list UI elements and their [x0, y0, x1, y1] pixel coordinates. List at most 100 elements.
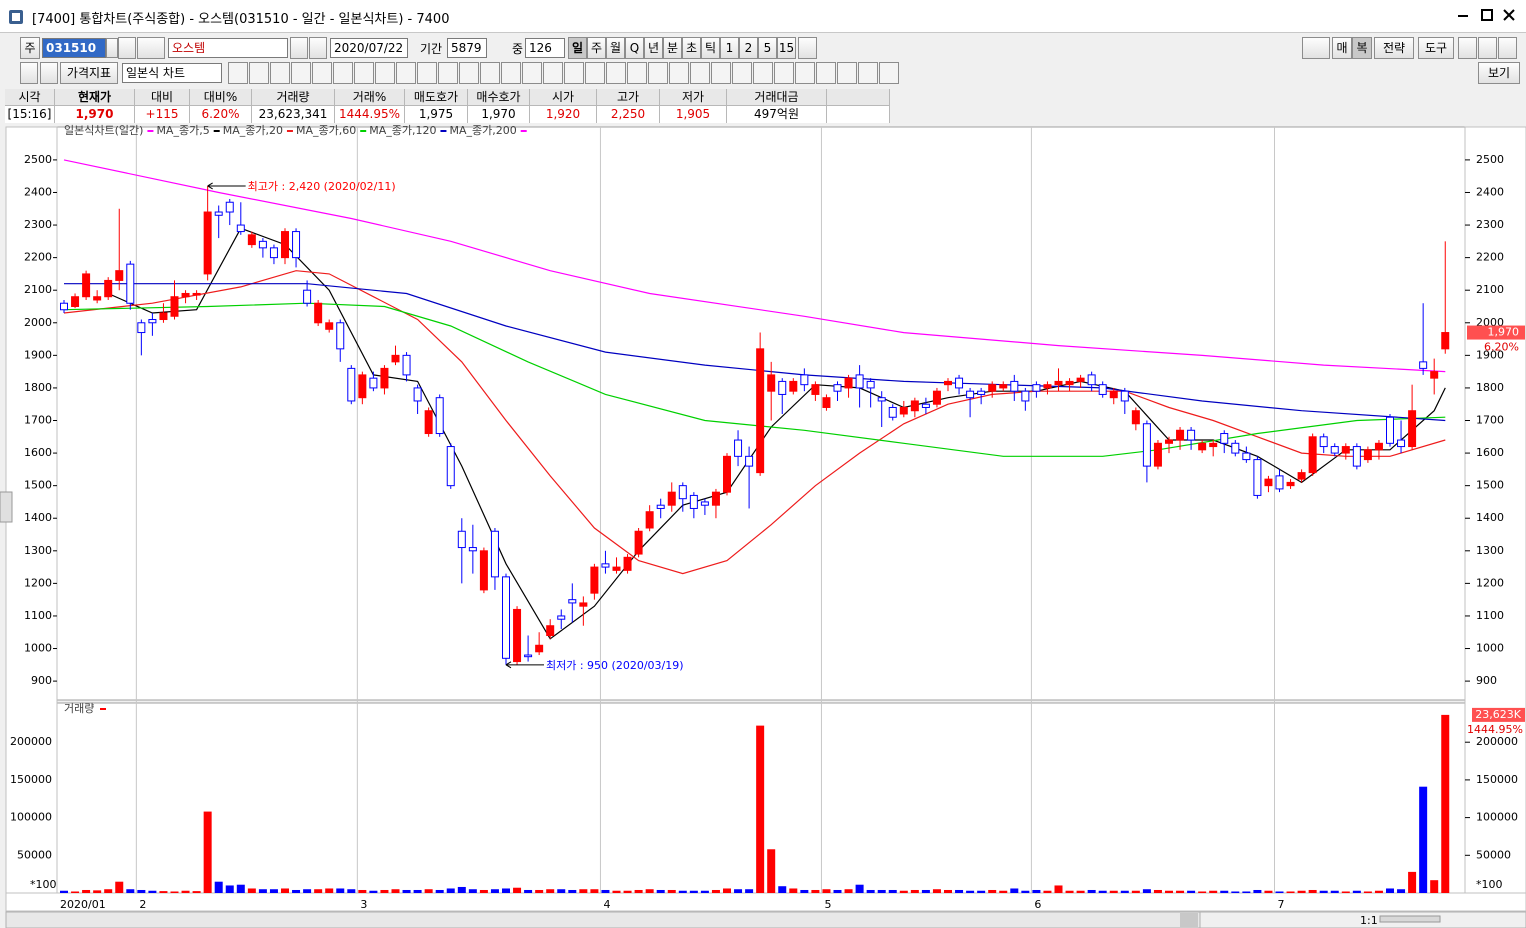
- market-button[interactable]: 주: [20, 37, 40, 59]
- right-button[interactable]: 전략: [1374, 37, 1414, 59]
- tool-button[interactable]: [732, 62, 752, 84]
- tool-button[interactable]: [249, 62, 269, 84]
- tool-button[interactable]: [798, 37, 817, 59]
- tool-button[interactable]: [564, 62, 584, 84]
- tool-button[interactable]: [480, 62, 500, 84]
- candle-body: [402, 354, 411, 376]
- right-button[interactable]: 도구: [1418, 37, 1454, 59]
- tool-button[interactable]: [627, 62, 647, 84]
- candle-body: [435, 397, 444, 435]
- search-button[interactable]: [118, 37, 136, 59]
- tool-button[interactable]: [438, 62, 458, 84]
- volume-bar: [71, 891, 80, 893]
- tool-button[interactable]: [396, 62, 416, 84]
- tool-button[interactable]: [291, 62, 311, 84]
- tool-button[interactable]: [774, 62, 794, 84]
- tool-button[interactable]: [270, 62, 290, 84]
- candle-body: [502, 576, 510, 659]
- volume-bar: [1153, 889, 1162, 893]
- ma-line: [63, 159, 1446, 373]
- tool-button[interactable]: [648, 62, 668, 84]
- interval-button[interactable]: 틱: [701, 37, 720, 59]
- tool-button[interactable]: [858, 62, 878, 84]
- interval-button[interactable]: 일: [568, 37, 587, 59]
- edit-button[interactable]: [40, 62, 58, 84]
- indicator-button[interactable]: 가격지표: [60, 62, 118, 84]
- interval-button[interactable]: 분: [663, 37, 682, 59]
- volume-bar: [844, 889, 853, 893]
- interval-button[interactable]: 주: [587, 37, 606, 59]
- candle-body: [490, 530, 499, 578]
- arrow-button[interactable]: [20, 62, 38, 84]
- y-tick-label: 1000: [1476, 642, 1504, 655]
- tool-button[interactable]: [354, 62, 374, 84]
- legend-entry: MA_종가,20: [223, 124, 283, 137]
- tool-button[interactable]: [690, 62, 710, 84]
- view-button[interactable]: 보기: [1478, 62, 1520, 84]
- tool-button[interactable]: [795, 62, 815, 84]
- quote-value: 6.20%: [190, 106, 252, 123]
- tool-button[interactable]: [417, 62, 437, 84]
- interval-button[interactable]: 1: [720, 37, 739, 59]
- count-input[interactable]: 126: [525, 38, 565, 58]
- volume-bar: [1264, 890, 1273, 893]
- sort-button[interactable]: [137, 37, 165, 59]
- tool-button[interactable]: [459, 62, 479, 84]
- tool-button[interactable]: [879, 62, 899, 84]
- tool-button[interactable]: [333, 62, 353, 84]
- tool-button[interactable]: [312, 62, 332, 84]
- y-tick-label: 200000: [10, 735, 52, 748]
- left-axis: [5, 126, 58, 894]
- volume-bar: [800, 889, 809, 893]
- tool-button[interactable]: [228, 62, 248, 84]
- interval-button[interactable]: 초: [682, 37, 701, 59]
- name-input[interactable]: 오스템: [168, 38, 288, 58]
- candle-body: [513, 608, 522, 663]
- right-button[interactable]: 매: [1332, 37, 1352, 59]
- candle-body: [590, 566, 599, 594]
- code-input[interactable]: 031510: [42, 38, 106, 58]
- x-tick-label: 7: [1278, 898, 1285, 911]
- candle-body: [1397, 439, 1406, 448]
- interval-button[interactable]: 월: [606, 37, 625, 59]
- tool-button[interactable]: [375, 62, 395, 84]
- candle-body: [1341, 446, 1350, 454]
- volume-bar: [921, 889, 930, 893]
- tool-button[interactable]: [711, 62, 731, 84]
- candle-body: [955, 377, 964, 389]
- tool-button[interactable]: [816, 62, 836, 84]
- volume-bar: [490, 889, 499, 893]
- window-controls[interactable]: [1420, 6, 1520, 26]
- next-button[interactable]: [290, 37, 308, 59]
- candle-body: [822, 397, 831, 408]
- candle-body: [159, 312, 168, 321]
- tool-button[interactable]: [1458, 37, 1477, 59]
- tool-button[interactable]: [669, 62, 689, 84]
- prev-button[interactable]: [309, 37, 327, 59]
- tool-button[interactable]: [606, 62, 626, 84]
- tool-button[interactable]: [837, 62, 857, 84]
- tool-button[interactable]: [585, 62, 605, 84]
- volume-bar: [1098, 890, 1107, 893]
- interval-button[interactable]: 년: [644, 37, 663, 59]
- period-input[interactable]: 5879: [447, 38, 487, 58]
- tool-button[interactable]: [501, 62, 521, 84]
- interval-button[interactable]: 5: [758, 37, 777, 59]
- period-label: 기간: [420, 42, 443, 56]
- tool-button[interactable]: [543, 62, 563, 84]
- interval-button[interactable]: 15: [777, 37, 796, 59]
- tool-button[interactable]: [753, 62, 773, 84]
- cloud-button[interactable]: [1302, 37, 1330, 59]
- tool-button[interactable]: [1498, 37, 1517, 59]
- volume-change: 1444.95%: [1467, 723, 1523, 736]
- tool-button[interactable]: [522, 62, 542, 84]
- volume-bar: [402, 889, 411, 893]
- candle-body: [336, 322, 345, 350]
- right-button[interactable]: 복: [1352, 37, 1372, 59]
- date-input[interactable]: 2020/07/22: [330, 38, 408, 58]
- interval-button[interactable]: 2: [739, 37, 758, 59]
- interval-button[interactable]: Q: [625, 37, 644, 59]
- tool-button[interactable]: [1478, 37, 1497, 59]
- chart-style-select[interactable]: 일본식 차트: [122, 63, 222, 83]
- dropdown[interactable]: [106, 38, 118, 58]
